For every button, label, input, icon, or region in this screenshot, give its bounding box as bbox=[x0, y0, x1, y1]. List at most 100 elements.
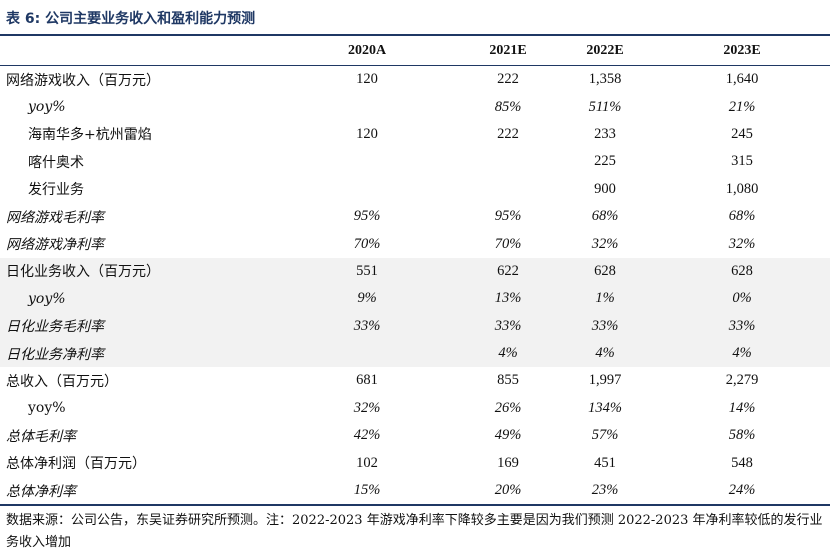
row-value: 57% bbox=[591, 427, 619, 444]
row-value bbox=[274, 176, 460, 203]
row-label: 总体毛利率 bbox=[6, 428, 76, 445]
row-value: 134% bbox=[588, 399, 622, 416]
table-title: 表 6: 公司主要业务收入和盈利能力预测 bbox=[6, 11, 256, 27]
row-label: yoy% bbox=[28, 400, 66, 417]
table-row: 海南华多+杭州雷焰 120 222 233 245 bbox=[0, 121, 830, 148]
table-row: 总体毛利率 42% 49% 57% 58% bbox=[0, 422, 830, 449]
row-value: 855 bbox=[497, 372, 519, 389]
row-value: 245 bbox=[731, 125, 753, 142]
row-value: 120 bbox=[356, 71, 378, 88]
row-value: 15% bbox=[353, 482, 381, 499]
table-row: 网络游戏收入（百万元） 120 222 1,358 1,640 bbox=[0, 66, 830, 94]
table-row: yoy% 9% 13% 1% 0% bbox=[0, 285, 830, 313]
row-value: 0% bbox=[654, 285, 830, 313]
row-value: 14% bbox=[728, 399, 756, 416]
row-label: yoy% bbox=[28, 99, 66, 116]
forecast-table: 2020A 2021E 2022E 2023E 网络游戏收入（百万元） 120 22… bbox=[0, 36, 830, 504]
row-value: 222 bbox=[497, 125, 519, 142]
row-value: 900 bbox=[594, 180, 616, 197]
row-value bbox=[274, 93, 460, 120]
row-value: 49% bbox=[494, 427, 522, 444]
row-label: 网络游戏净利率 bbox=[6, 237, 104, 254]
bottom-rule bbox=[0, 504, 830, 506]
top-rule bbox=[0, 34, 830, 36]
row-value: 13% bbox=[460, 285, 556, 313]
table-row: yoy% 32% 26% 134% 14% bbox=[0, 395, 830, 422]
row-value: 68% bbox=[591, 208, 619, 225]
row-value: 42% bbox=[353, 427, 381, 444]
table-row: 总收入（百万元） 681 855 1,997 2,279 bbox=[0, 367, 830, 394]
row-value: 24% bbox=[728, 482, 756, 499]
row-value: 1% bbox=[556, 285, 654, 313]
row-value: 222 bbox=[497, 71, 519, 88]
row-value: 451 bbox=[594, 454, 616, 471]
row-value bbox=[460, 148, 556, 175]
row-value: 33% bbox=[556, 312, 654, 340]
row-value: 21% bbox=[728, 98, 756, 115]
row-value: 33% bbox=[654, 312, 830, 340]
row-value: 32% bbox=[728, 235, 756, 252]
table-row: 发行业务 900 1,080 bbox=[0, 176, 830, 203]
table-row: 日化业务净利率 4% 4% 4% bbox=[0, 339, 830, 368]
table-row: 总体净利率 15% 20% 23% 24% bbox=[0, 477, 830, 504]
table-row: 日化业务收入（百万元） 551 622 628 628 bbox=[0, 257, 830, 286]
row-value: 169 bbox=[497, 454, 519, 471]
row-value: 1,640 bbox=[725, 71, 759, 88]
row-value: 26% bbox=[494, 399, 522, 416]
row-value: 32% bbox=[353, 399, 381, 416]
row-label: 总收入（百万元） bbox=[6, 373, 118, 390]
row-value bbox=[460, 176, 556, 203]
row-value: 2,279 bbox=[725, 372, 759, 389]
row-label: 总体净利润（百万元） bbox=[6, 456, 146, 473]
row-value: 551 bbox=[274, 257, 460, 286]
table-row: 网络游戏毛利率 95% 95% 68% 68% bbox=[0, 203, 830, 230]
source-note: 数据来源：公司公告，东吴证券研究所预测。注：2022-2023 年游戏净利率下降… bbox=[6, 513, 823, 550]
row-value bbox=[274, 339, 460, 368]
header-2021e: 2021E bbox=[460, 36, 556, 66]
table-row: 日化业务毛利率 33% 33% 33% 33% bbox=[0, 312, 830, 340]
table-row: 网络游戏净利率 70% 70% 32% 32% bbox=[0, 230, 830, 257]
header-label bbox=[0, 36, 274, 66]
row-label: 发行业务 bbox=[28, 182, 84, 199]
row-value: 70% bbox=[353, 235, 381, 252]
row-label: 海南华多+杭州雷焰 bbox=[28, 127, 152, 144]
table-row: yoy% 85% 511% 21% bbox=[0, 93, 830, 120]
row-label: yoy% bbox=[0, 285, 274, 313]
row-value: 85% bbox=[494, 98, 522, 115]
row-label: 日化业务毛利率 bbox=[0, 312, 274, 340]
table-row: 喀什奥术 225 315 bbox=[0, 148, 830, 175]
header-2023e: 2023E bbox=[654, 36, 830, 66]
row-value: 33% bbox=[460, 312, 556, 340]
row-label: 网络游戏毛利率 bbox=[6, 209, 104, 226]
header-2022e: 2022E bbox=[556, 36, 654, 66]
row-label: 网络游戏收入（百万元） bbox=[6, 72, 160, 89]
row-value: 1,358 bbox=[588, 71, 622, 88]
row-value: 681 bbox=[356, 372, 378, 389]
row-value: 95% bbox=[353, 208, 381, 225]
table-row: 总体净利润（百万元） 102 169 451 548 bbox=[0, 449, 830, 476]
row-value: 4% bbox=[654, 339, 830, 368]
row-value: 120 bbox=[356, 125, 378, 142]
row-value: 4% bbox=[556, 339, 654, 368]
row-value: 33% bbox=[274, 312, 460, 340]
row-value: 511% bbox=[588, 98, 622, 115]
row-value: 1,080 bbox=[725, 180, 759, 197]
row-value: 628 bbox=[654, 257, 830, 286]
header-row: 2020A 2021E 2022E 2023E bbox=[0, 36, 830, 66]
row-value: 68% bbox=[728, 208, 756, 225]
row-value: 58% bbox=[728, 427, 756, 444]
header-2020a: 2020A bbox=[274, 36, 460, 66]
row-value: 315 bbox=[731, 153, 753, 170]
row-value: 548 bbox=[731, 454, 753, 471]
row-value: 32% bbox=[591, 235, 619, 252]
row-value: 102 bbox=[356, 454, 378, 471]
row-value: 233 bbox=[594, 125, 616, 142]
row-value: 4% bbox=[460, 339, 556, 368]
row-value: 9% bbox=[274, 285, 460, 313]
row-label: 日化业务收入（百万元） bbox=[0, 257, 274, 286]
row-value: 23% bbox=[591, 482, 619, 499]
row-value: 95% bbox=[494, 208, 522, 225]
row-value: 1,997 bbox=[588, 372, 622, 389]
row-value: 20% bbox=[494, 482, 522, 499]
row-label: 日化业务净利率 bbox=[0, 339, 274, 368]
